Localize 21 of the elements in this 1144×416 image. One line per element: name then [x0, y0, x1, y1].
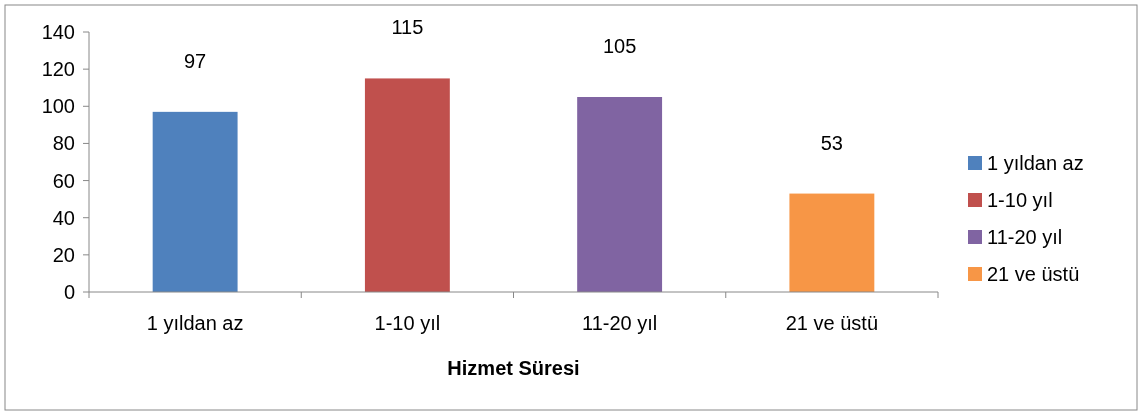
y-tick-label: 20: [52, 243, 75, 266]
legend-label: 11-20 yıl: [987, 226, 1063, 248]
data-label: 97: [184, 49, 207, 72]
data-label: 105: [602, 35, 637, 57]
data-label: 115: [391, 16, 424, 39]
data-label: 53: [820, 131, 843, 154]
legend-label: 1-10 yıl: [987, 189, 1053, 211]
y-tick-label: 140: [41, 21, 75, 43]
y-tick-label: 40: [52, 206, 75, 229]
legend-label: 1 yıldan az: [987, 152, 1084, 174]
y-tick-label: 100: [41, 95, 75, 118]
x-tick-label: 21 ve üstü: [785, 312, 879, 334]
legend-label: 21 ve üstü: [987, 263, 1080, 285]
y-tick-label: 60: [52, 169, 75, 192]
y-tick-label: 0: [63, 281, 75, 303]
x-tick-label: 1 yıldan az: [146, 312, 244, 334]
y-tick-label: 80: [52, 132, 75, 155]
x-tick-label: 1-10 yıl: [374, 312, 441, 334]
x-tick-label: 11-20 yıl: [582, 312, 658, 334]
x-axis-title: Hizmet Süresi: [447, 357, 580, 379]
y-tick-label: 120: [41, 58, 75, 81]
